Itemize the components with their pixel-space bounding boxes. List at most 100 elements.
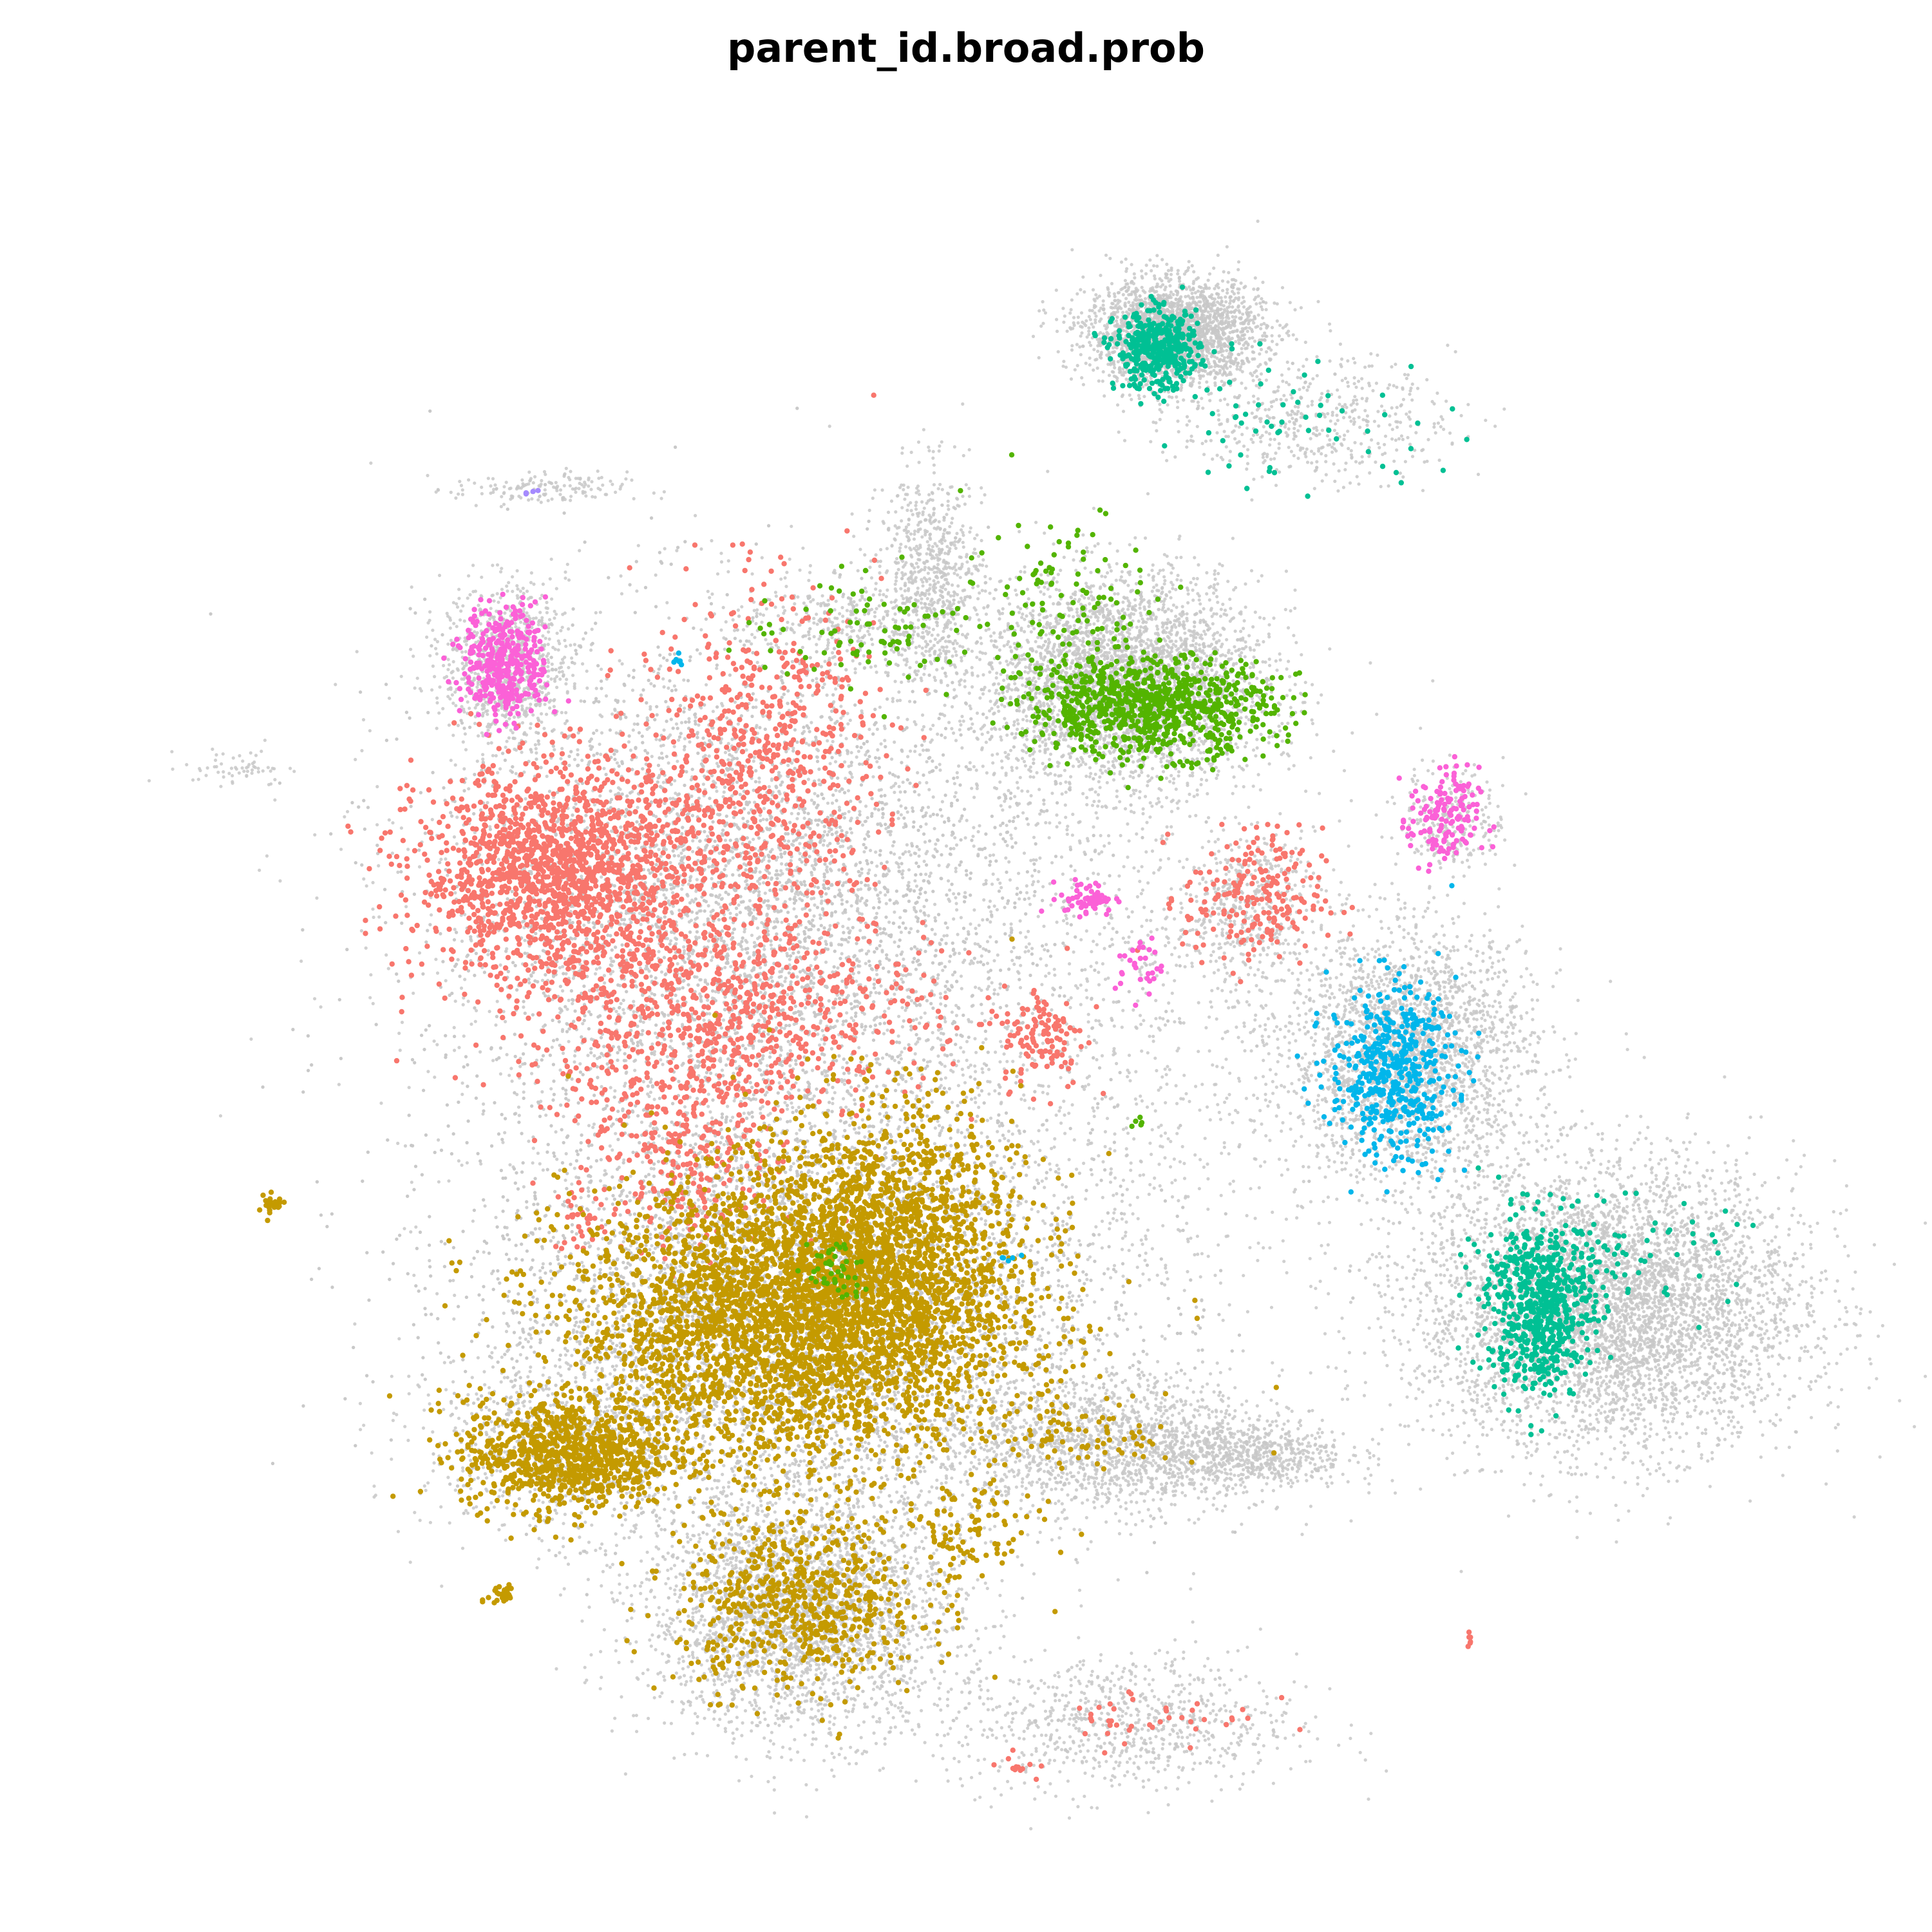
- background-point: [1205, 670, 1208, 674]
- background-point: [1194, 636, 1197, 639]
- background-point: [1333, 429, 1336, 432]
- background-point: [1130, 647, 1133, 650]
- background-point: [1493, 424, 1497, 428]
- background-point: [1273, 457, 1276, 460]
- background-point: [1104, 254, 1108, 257]
- background-point: [1367, 455, 1370, 458]
- background-point: [1276, 389, 1280, 392]
- background-point: [1304, 681, 1307, 684]
- background-point: [1339, 363, 1342, 366]
- background-point: [1369, 352, 1372, 355]
- background-point: [1195, 315, 1198, 318]
- background-point: [1253, 316, 1256, 319]
- background-point: [1223, 430, 1226, 433]
- background-point: [1085, 546, 1088, 549]
- background-point: [1144, 383, 1148, 386]
- background-point: [1080, 311, 1083, 314]
- background-point: [1359, 442, 1363, 446]
- background-point: [990, 735, 993, 738]
- background-point: [1313, 487, 1316, 490]
- background-point: [1137, 620, 1141, 623]
- background-point: [979, 636, 982, 639]
- background-point: [1211, 343, 1214, 346]
- background-point: [1502, 408, 1506, 411]
- background-point: [1092, 507, 1095, 510]
- background-point: [1235, 357, 1238, 361]
- background-point: [1215, 777, 1218, 780]
- background-point: [1264, 334, 1267, 337]
- background-point: [1269, 438, 1272, 441]
- background-point: [1197, 290, 1200, 293]
- background-point: [1292, 333, 1295, 336]
- background-point: [1199, 611, 1202, 614]
- background-point: [1083, 290, 1086, 294]
- background-point: [1268, 416, 1271, 419]
- background-point: [1201, 442, 1204, 445]
- background-point: [1209, 338, 1213, 341]
- background-point: [1344, 377, 1347, 380]
- background-point: [991, 761, 994, 764]
- background-point: [1260, 348, 1263, 351]
- background-point: [1148, 290, 1151, 293]
- background-point: [1165, 627, 1168, 630]
- background-point: [1261, 308, 1264, 311]
- background-point: [1139, 614, 1142, 617]
- background-point: [1183, 272, 1186, 276]
- background-point: [1124, 297, 1128, 300]
- background-point: [1161, 451, 1164, 454]
- background-point: [1242, 785, 1245, 788]
- background-point: [1186, 601, 1189, 604]
- background-point: [1225, 316, 1228, 319]
- background-point: [1102, 370, 1105, 374]
- background-point: [1167, 607, 1170, 611]
- background-point: [1140, 269, 1143, 272]
- background-point: [1106, 363, 1110, 366]
- background-point: [1163, 582, 1166, 585]
- background-point: [1244, 655, 1247, 658]
- background-point: [1222, 349, 1225, 352]
- background-point: [1224, 319, 1227, 323]
- background-point: [1130, 263, 1133, 266]
- background-point: [1096, 619, 1099, 622]
- background-point: [1190, 383, 1193, 386]
- background-point: [1295, 337, 1298, 341]
- background-point: [1202, 453, 1206, 456]
- background-point: [1106, 571, 1109, 574]
- background-point: [1375, 382, 1378, 385]
- background-point: [988, 689, 991, 692]
- background-point: [1208, 272, 1211, 276]
- background-point: [1241, 338, 1244, 341]
- background-point: [1128, 839, 1131, 842]
- background-point: [1096, 804, 1099, 808]
- background-point: [1258, 301, 1262, 305]
- background-point: [1053, 705, 1056, 708]
- background-point: [1240, 351, 1244, 354]
- background-point: [1241, 359, 1244, 363]
- background-point: [1057, 350, 1060, 354]
- background-point: [1025, 738, 1028, 741]
- background-point: [1009, 645, 1012, 649]
- background-point: [1144, 795, 1147, 798]
- background-point: [1226, 306, 1229, 309]
- background-point: [1229, 299, 1232, 302]
- background-point: [1186, 415, 1189, 419]
- background-point: [1210, 744, 1213, 747]
- background-point: [963, 685, 967, 688]
- background-point: [1361, 460, 1364, 464]
- background-point: [1361, 397, 1364, 400]
- background-point: [1139, 625, 1142, 629]
- background-point: [1391, 428, 1394, 431]
- background-point: [1353, 408, 1356, 412]
- background-point: [1224, 372, 1227, 375]
- background-point: [1020, 654, 1023, 658]
- background-point: [1080, 331, 1083, 334]
- background-point: [1220, 299, 1224, 303]
- background-point: [1269, 357, 1273, 361]
- background-point: [1121, 607, 1124, 611]
- background-point: [1116, 301, 1119, 305]
- background-point: [1315, 429, 1318, 432]
- background-point: [1203, 719, 1206, 722]
- background-point: [1252, 379, 1255, 382]
- background-point: [1215, 357, 1218, 360]
